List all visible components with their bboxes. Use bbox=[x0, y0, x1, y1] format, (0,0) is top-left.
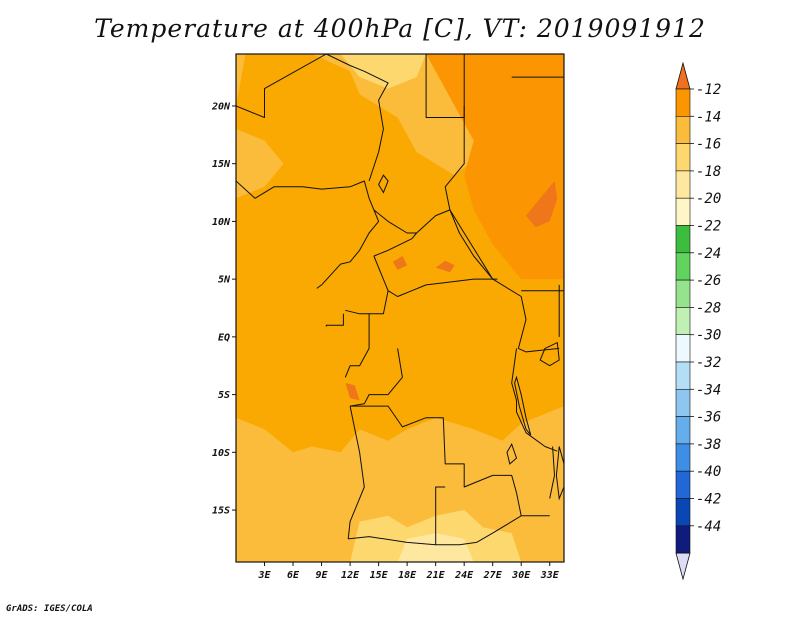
lakes bbox=[378, 174, 564, 501]
border-line-15 bbox=[348, 536, 477, 546]
longitude-axis: 3E 6E 9E 12E 15E 18E 21E 24E 27E 30E 33E bbox=[257, 562, 560, 581]
lat-tick-label: EQ bbox=[218, 332, 230, 343]
colorbar-label: -28 bbox=[696, 300, 721, 316]
colorbar-swatch bbox=[675, 334, 691, 363]
border-line-18 bbox=[511, 348, 558, 452]
grads-credit: GrADS: IGES/COLA bbox=[6, 604, 93, 614]
contour-band-16-south bbox=[236, 406, 564, 562]
lat-tick-label: 10S bbox=[212, 448, 230, 459]
colorbar-swatch bbox=[675, 143, 691, 172]
colorbar: -12 -14 -16 -18 -20 -22 -24 -26 -28 -30 -32 -34 -36 -… bbox=[675, 61, 721, 581]
colorbar-label: -26 bbox=[696, 273, 721, 289]
lat-tick-label: 10N bbox=[212, 217, 231, 228]
colorbar-label: -22 bbox=[696, 219, 721, 235]
lon-tick-label: 33E bbox=[540, 570, 560, 581]
chart-title: Temperature at 400hPa [C], VT: 201909191… bbox=[94, 14, 706, 43]
lake-outline-1 bbox=[514, 375, 532, 436]
colorbar-swatch bbox=[675, 416, 691, 445]
colorbar-label: -42 bbox=[696, 492, 721, 508]
colorbar-swatch bbox=[675, 525, 691, 554]
colorbar-swatch bbox=[675, 116, 691, 144]
colorbar-label: -20 bbox=[696, 191, 721, 207]
colorbar-swatch bbox=[675, 225, 691, 254]
border-line-7 bbox=[373, 232, 417, 257]
lake-outline-2 bbox=[539, 341, 560, 367]
lake-outline-3 bbox=[555, 446, 564, 501]
lat-tick-label: 15S bbox=[212, 506, 230, 517]
border-line-14 bbox=[347, 406, 365, 539]
border-line-19 bbox=[549, 446, 555, 499]
colorbar-label: -14 bbox=[696, 109, 721, 125]
lon-tick-label: 15E bbox=[370, 570, 389, 581]
border-line-11 bbox=[344, 313, 370, 378]
colorbar-swatch bbox=[675, 252, 691, 281]
colorbar-label: -24 bbox=[696, 246, 721, 262]
contour-band-18-north bbox=[340, 54, 427, 89]
lon-tick-label: 9E bbox=[316, 570, 329, 581]
colorbar-swatch bbox=[675, 443, 691, 472]
country-borders bbox=[236, 54, 564, 546]
contour-band-12-gabon bbox=[345, 383, 360, 401]
colorbar-label: -44 bbox=[696, 519, 721, 535]
colorbar-swatch bbox=[675, 279, 691, 308]
border-line-2 bbox=[326, 54, 389, 182]
lake-outline-5 bbox=[378, 174, 389, 194]
lat-tick-label: 5S bbox=[218, 390, 230, 401]
colorbar-swatch bbox=[675, 388, 691, 417]
border-line-17 bbox=[476, 515, 522, 543]
border-line-10 bbox=[325, 313, 344, 327]
colorbar-swatch bbox=[675, 361, 691, 390]
colorbar-label: -32 bbox=[696, 355, 721, 371]
colorbar-swatch bbox=[675, 498, 691, 527]
lon-tick-label: 18E bbox=[398, 570, 417, 581]
lat-tick-label: 15N bbox=[212, 159, 231, 170]
lat-tick-label: 20N bbox=[211, 101, 231, 112]
colorbar-label: -34 bbox=[696, 382, 721, 398]
colorbar-label: -38 bbox=[696, 437, 721, 453]
colorbar-upper-arrow bbox=[675, 61, 691, 90]
colorbar-swatch bbox=[675, 307, 691, 335]
lon-tick-label: 24E bbox=[454, 570, 474, 581]
contour-band-12-central bbox=[435, 260, 455, 273]
contour-band-20-south bbox=[397, 533, 474, 562]
colorbar-label: -40 bbox=[696, 464, 721, 480]
lon-tick-label: 3E bbox=[257, 570, 271, 581]
contour-band-12-east bbox=[526, 181, 558, 228]
border-line-5 bbox=[236, 180, 380, 289]
lon-tick-label: 6E bbox=[287, 570, 300, 581]
latitude-axis: 20N 15N 10N 5N EQ 5S 10S 15S bbox=[211, 101, 236, 517]
contour-band-16-northwest bbox=[236, 129, 284, 199]
border-line-13 bbox=[350, 405, 550, 517]
lon-tick-label: 21E bbox=[426, 570, 446, 581]
lon-tick-label: 27E bbox=[483, 570, 503, 581]
border-line-6 bbox=[373, 209, 494, 280]
colorbar-swatch bbox=[675, 88, 691, 117]
contour-band-14-northeast bbox=[426, 54, 564, 280]
colorbar-label: -12 bbox=[696, 82, 721, 98]
colorbar-swatch bbox=[675, 470, 691, 499]
colorbar-swatch bbox=[675, 170, 691, 199]
border-line-12 bbox=[350, 348, 403, 407]
border-line-8 bbox=[373, 255, 498, 297]
colorbar-swatch bbox=[675, 197, 691, 226]
border-line-3 bbox=[425, 54, 465, 118]
border-line-16 bbox=[435, 486, 446, 545]
colorbar-label: -36 bbox=[696, 410, 721, 426]
lon-tick-label: 30E bbox=[511, 570, 531, 581]
colorbar-label: -30 bbox=[696, 328, 721, 344]
colorbar-label: -16 bbox=[696, 137, 721, 153]
lat-tick-label: 5N bbox=[218, 275, 231, 286]
border-line-1 bbox=[236, 54, 327, 118]
border-line-20 bbox=[517, 296, 560, 353]
lake-outline-4 bbox=[506, 443, 518, 465]
temperature-contours bbox=[236, 54, 564, 562]
colorbar-label: -18 bbox=[696, 164, 721, 180]
map-frame bbox=[235, 53, 565, 563]
contour-band-12-center bbox=[392, 256, 408, 270]
colorbar-lower-arrow bbox=[675, 552, 691, 581]
lon-tick-label: 12E bbox=[341, 570, 360, 581]
